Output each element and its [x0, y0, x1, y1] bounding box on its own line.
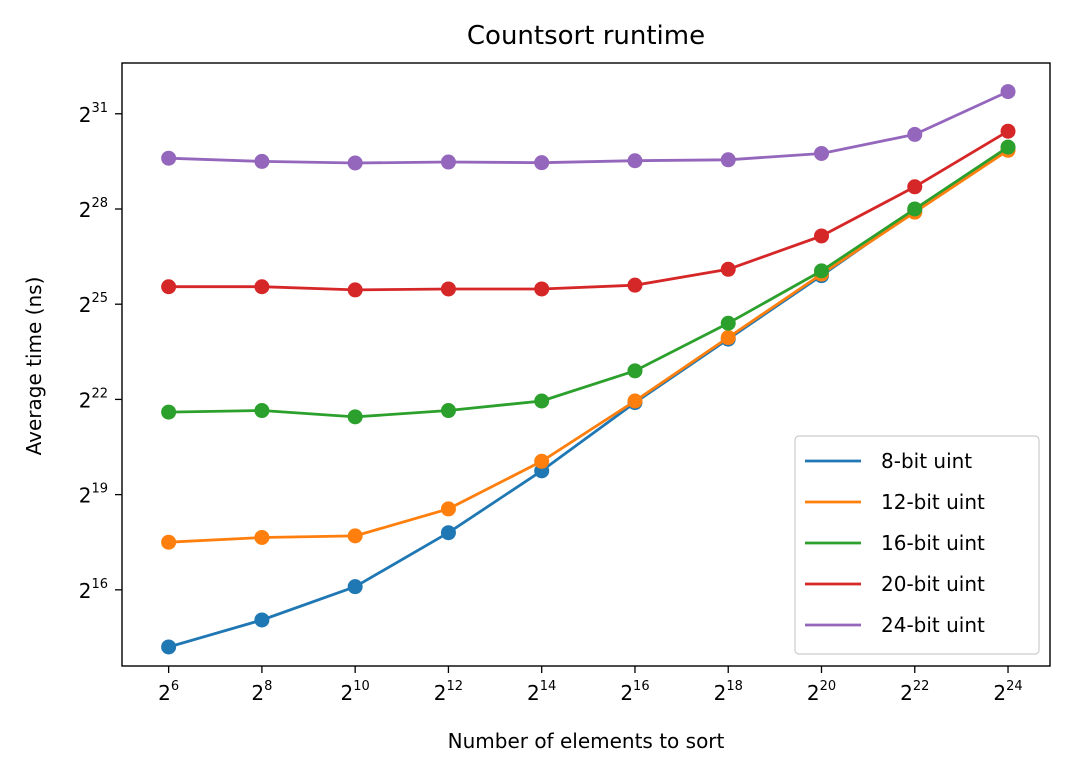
y-tick-label: 222 — [79, 386, 108, 412]
series-line — [168, 145, 1009, 419]
data-point — [907, 201, 923, 217]
plot-frame — [121, 62, 1051, 667]
data-point — [347, 579, 363, 595]
data-point — [720, 315, 736, 331]
data-point — [254, 403, 270, 419]
data-point — [534, 281, 550, 297]
chart-title: Countsort runtime — [467, 21, 705, 51]
data-point — [347, 409, 363, 425]
series-4 — [161, 123, 1016, 298]
data-point — [161, 534, 177, 550]
data-point — [720, 330, 736, 346]
data-point — [813, 263, 829, 279]
data-point — [907, 126, 923, 142]
data-point — [813, 228, 829, 244]
data-point — [534, 393, 550, 409]
legend-label: 24-bit uint — [881, 613, 985, 637]
x-tick-label: 216 — [620, 679, 649, 705]
data-point — [347, 155, 363, 171]
y-tick-label: 231 — [79, 101, 108, 127]
data-point — [1000, 139, 1016, 155]
y-axis: 216 219 222 225 228 231 — [79, 101, 122, 603]
x-tick-label: 224 — [993, 679, 1022, 705]
series-3 — [161, 139, 1016, 425]
data-point — [161, 279, 177, 295]
legend-label: 16-bit uint — [881, 531, 985, 555]
data-point — [254, 279, 270, 295]
y-axis-label: Average time (ns) — [22, 277, 46, 456]
data-point — [627, 277, 643, 293]
data-point — [813, 145, 829, 161]
data-point — [720, 261, 736, 277]
data-point — [440, 525, 456, 541]
x-tick-label: 218 — [714, 679, 743, 705]
y-tick-label: 225 — [79, 291, 108, 317]
data-point — [161, 639, 177, 655]
x-axis: 26 28 210 212 214 216 218 220 222 224 — [158, 666, 1023, 705]
data-point — [720, 152, 736, 168]
data-point — [1000, 123, 1016, 139]
series-line — [168, 129, 1009, 292]
data-point — [161, 150, 177, 166]
data-point — [347, 528, 363, 544]
y-tick-label: 216 — [79, 577, 108, 603]
data-point — [347, 282, 363, 298]
x-axis-label: Number of elements to sort — [448, 729, 725, 753]
data-point — [1000, 84, 1016, 100]
data-point — [627, 393, 643, 409]
x-tick-label: 210 — [341, 679, 370, 705]
series-line — [168, 149, 1009, 544]
data-point — [440, 501, 456, 517]
legend: 8-bit uint 12-bit uint 16-bit uint 20-bit u… — [794, 435, 1040, 655]
y-tick-label: 219 — [79, 482, 108, 508]
legend-label: 12-bit uint — [881, 490, 985, 514]
x-tick-label: 26 — [158, 679, 179, 705]
x-tick-label: 222 — [900, 679, 929, 705]
legend-box — [794, 435, 1040, 655]
y-tick-label: 228 — [79, 196, 108, 222]
legend-label: 8-bit uint — [881, 449, 972, 473]
x-tick-label: 212 — [434, 679, 463, 705]
data-point — [534, 155, 550, 171]
series-5 — [161, 84, 1016, 171]
data-point — [254, 612, 270, 628]
data-point — [534, 453, 550, 469]
data-point — [627, 363, 643, 379]
data-point — [440, 281, 456, 297]
series-layer — [161, 84, 1016, 655]
x-tick-label: 220 — [807, 679, 836, 705]
data-point — [254, 153, 270, 169]
legend-label: 20-bit uint — [881, 572, 985, 596]
data-point — [440, 403, 456, 419]
x-tick-label: 214 — [527, 679, 556, 705]
data-point — [440, 154, 456, 170]
data-point — [161, 404, 177, 420]
series-line — [168, 90, 1009, 165]
x-tick-label: 28 — [251, 679, 272, 705]
data-point — [627, 153, 643, 169]
data-point — [254, 529, 270, 545]
data-point — [907, 179, 923, 195]
